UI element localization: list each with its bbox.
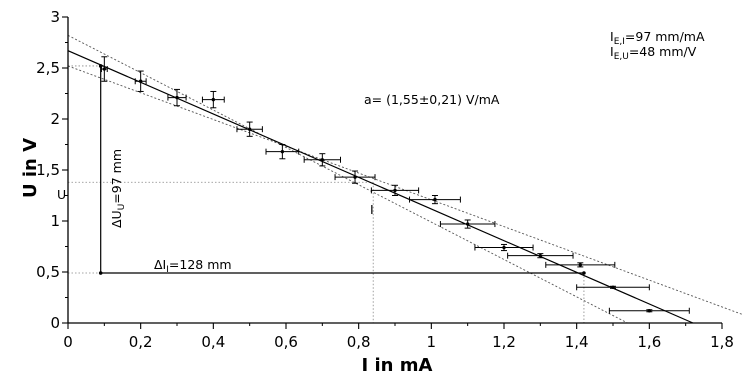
data-point [439,219,496,229]
x-axis-title: I in mA [362,355,433,376]
scale-u-label: IE,U=48 mm/V [610,44,697,62]
y-tick-label: 2 [50,110,60,128]
data-point [100,56,108,82]
y-tick-label: 1 [50,212,60,230]
guide-lines [68,65,585,323]
x-marker-label: I [370,202,374,217]
y-axis-title: U in V [20,138,41,198]
y-marker-label: U [57,187,66,202]
triangle-right-marker [582,271,586,275]
data-point [303,153,341,167]
x-tick-label: 0,4 [201,333,225,351]
x-tick-label: 0,2 [129,333,153,351]
point-marker [465,222,470,226]
point-marker [578,263,582,267]
x-tick-label: 1,6 [637,333,661,351]
delta-u-label: ΔUU=97 mm [109,149,127,228]
slope-result-label: a= (1,55±0,21) V/mA [364,92,500,107]
x-tick-label: 1,8 [710,333,734,351]
data-point [545,261,616,268]
x-tick-label: 0 [63,333,73,351]
triangle-corner-marker [98,271,103,275]
fit-line [67,50,694,324]
point-marker [433,197,437,202]
data-point [474,243,534,252]
y-tick-label: 1,5 [36,161,60,179]
data-point [236,121,263,137]
data-point [507,252,574,259]
point-marker [611,285,615,289]
x-tick-label: 0,6 [274,333,298,351]
scale-i-label: IE,I=97 mm/mA [610,29,705,47]
point-marker [647,309,652,313]
x-tick-label: 1 [427,333,437,351]
point-marker [247,127,252,131]
data-points [100,56,690,314]
point-marker [211,97,216,102]
point-marker [353,175,357,179]
point-marker [138,79,143,83]
point-marker [538,253,543,258]
data-point [576,284,650,291]
data-point [608,307,690,314]
data-point [409,195,461,205]
error-line [67,34,628,324]
axes: 0 0,2 0,4 0,6 0,8 1 1,2 1,4 1,6 1,8 0 0,5 1 1,5 2 2,5 3 [36,8,734,351]
data-point [265,144,300,160]
point-marker [102,67,107,71]
y-tick-label: 3 [50,8,60,26]
data-point [134,70,147,92]
x-tick-label: 1,2 [492,333,516,351]
y-tick-label: 2,5 [36,59,60,77]
point-marker [502,245,506,250]
data-point [201,90,225,109]
point-marker [175,95,179,100]
data-point [334,170,376,184]
y-tick-label: 0,5 [36,263,60,281]
data-point [370,184,420,196]
fit-lines [67,34,742,324]
x-tick-label: 1,4 [565,333,589,351]
x-tick-label: 0,8 [347,333,371,351]
y-tick-label: 0 [50,314,60,332]
point-marker [393,188,397,193]
data-point [167,88,187,107]
point-marker [320,158,325,162]
triangle-top-marker [98,64,103,68]
delta-i-label: ΔII=128 mm [154,257,232,275]
point-marker [280,149,285,154]
